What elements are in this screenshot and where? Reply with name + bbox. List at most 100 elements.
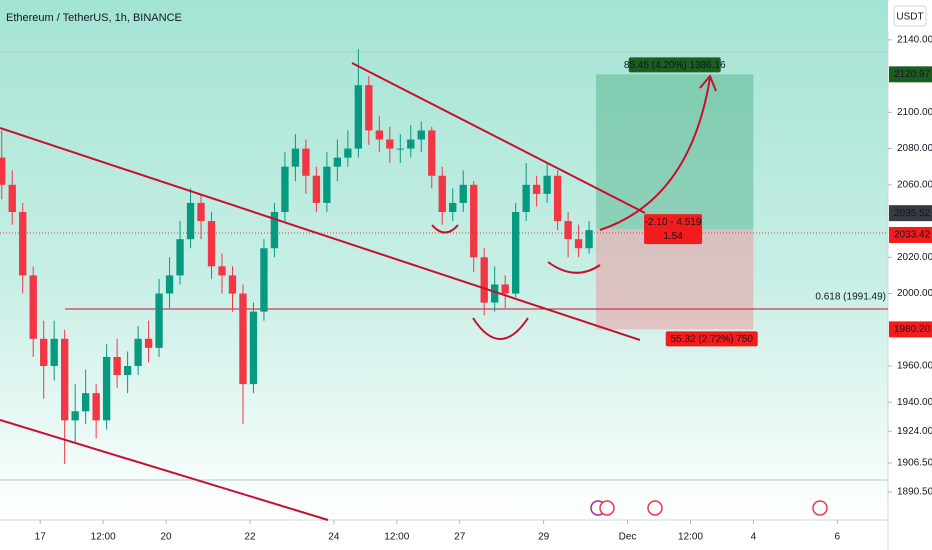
candle-body	[197, 202, 205, 222]
chart-title: Ethereum / TetherUS, 1h, BINANCE	[6, 12, 182, 24]
candle-body	[92, 393, 100, 421]
target-badge	[628, 57, 721, 73]
candle-body	[501, 284, 509, 294]
candle-body	[417, 130, 425, 140]
candle-body	[29, 275, 37, 339]
y-tick-label: 1924.00	[897, 426, 932, 437]
candle-body	[564, 221, 572, 240]
x-tick-label: 20	[161, 532, 173, 543]
candle-body	[207, 221, 216, 267]
candle-body	[113, 356, 121, 376]
candle-body	[228, 275, 237, 294]
candle-body	[459, 184, 467, 203]
y-tick-label: 2000.00	[897, 288, 932, 299]
candle-body	[438, 175, 446, 212]
candle-body	[239, 293, 247, 385]
x-tick-label: 12:00	[384, 532, 409, 543]
unit-frame	[893, 5, 927, 27]
price-badge-label: 2033.42	[894, 230, 931, 241]
candle-body	[365, 85, 373, 131]
price-badge-label: 1980.20	[894, 324, 931, 335]
candle-body	[407, 139, 415, 149]
head-arc	[472, 317, 529, 340]
trend-line	[351, 62, 646, 214]
y-tick-label: 2140.00	[897, 35, 932, 46]
candle-body	[449, 202, 457, 212]
candle-body	[176, 239, 184, 276]
x-tick-label: 29	[538, 532, 550, 543]
plot-background	[0, 0, 888, 520]
x-tick-label: 22	[244, 532, 256, 543]
candle-body	[354, 85, 363, 149]
event-icon	[812, 500, 828, 516]
y-tick-label: 2100.00	[897, 107, 932, 118]
time-axis-background	[0, 520, 888, 550]
price-axis-background	[888, 0, 932, 550]
price-badge	[889, 321, 932, 338]
candle-body	[19, 211, 27, 276]
candle-body	[155, 293, 163, 348]
candle-body	[81, 393, 90, 412]
projection-arrow	[599, 77, 711, 231]
profit-zone	[596, 74, 754, 230]
risk-text: -2.10 - 4.519	[645, 217, 702, 228]
price-badge	[889, 66, 932, 83]
shoulder-arc	[431, 224, 459, 234]
risk-text: 1.54	[663, 231, 683, 242]
price-badge	[889, 205, 932, 222]
candle-body	[375, 130, 383, 140]
trend-line	[0, 419, 329, 521]
target-text: 85.45 (4.20%) 1386.16	[624, 60, 726, 71]
risk-badge	[644, 214, 703, 245]
fib-label: 0.618 (1991.49)	[815, 292, 886, 303]
candle-body	[470, 184, 478, 258]
candle-body	[323, 166, 331, 203]
arrow-head	[699, 74, 717, 92]
candle-body	[574, 239, 583, 249]
candle-body	[480, 257, 488, 303]
candle-body	[281, 166, 289, 212]
candle-body	[428, 130, 436, 176]
unit-label: USDT	[896, 12, 923, 23]
candle-body	[553, 175, 562, 222]
candle-body	[186, 202, 195, 240]
candle-body	[0, 157, 6, 185]
drawings	[0, 62, 717, 521]
candle-body	[522, 184, 530, 212]
candle-body	[50, 338, 58, 366]
event-icon	[647, 500, 663, 516]
x-tick-label: 24	[328, 532, 340, 543]
candle-body	[249, 311, 258, 385]
candle-body	[144, 338, 153, 348]
x-tick-label: 27	[454, 532, 466, 543]
y-tick-label: 1940.00	[897, 397, 932, 408]
y-tick-label: 2080.00	[897, 143, 932, 154]
x-tick-label: 12:00	[678, 532, 703, 543]
candle-body	[165, 275, 174, 294]
trend-line	[0, 127, 641, 341]
candle-body	[134, 338, 142, 366]
candle-body	[344, 148, 352, 158]
candle-body	[333, 157, 342, 167]
candle-body	[291, 148, 300, 167]
y-tick-label: 2020.00	[897, 252, 932, 263]
candle-body	[102, 356, 111, 421]
candle-body	[511, 211, 520, 294]
candle-body	[270, 211, 279, 249]
stop-badge	[665, 331, 758, 347]
x-tick-label: 12:00	[91, 532, 116, 543]
loss-zone	[596, 229, 754, 330]
stop-text: 55.32 (2.72%) 750	[671, 334, 754, 345]
candle-body	[585, 230, 593, 249]
x-tick-label: 17	[35, 532, 47, 543]
candle-body	[491, 284, 499, 303]
event-icons	[590, 500, 828, 516]
candle-body	[40, 338, 48, 366]
candle-body	[312, 175, 321, 203]
price-badge	[889, 226, 932, 243]
candle-body	[386, 139, 394, 149]
price-badge-label: 2035.52	[894, 208, 931, 219]
candle-body	[218, 266, 226, 276]
candle-body	[8, 184, 16, 212]
